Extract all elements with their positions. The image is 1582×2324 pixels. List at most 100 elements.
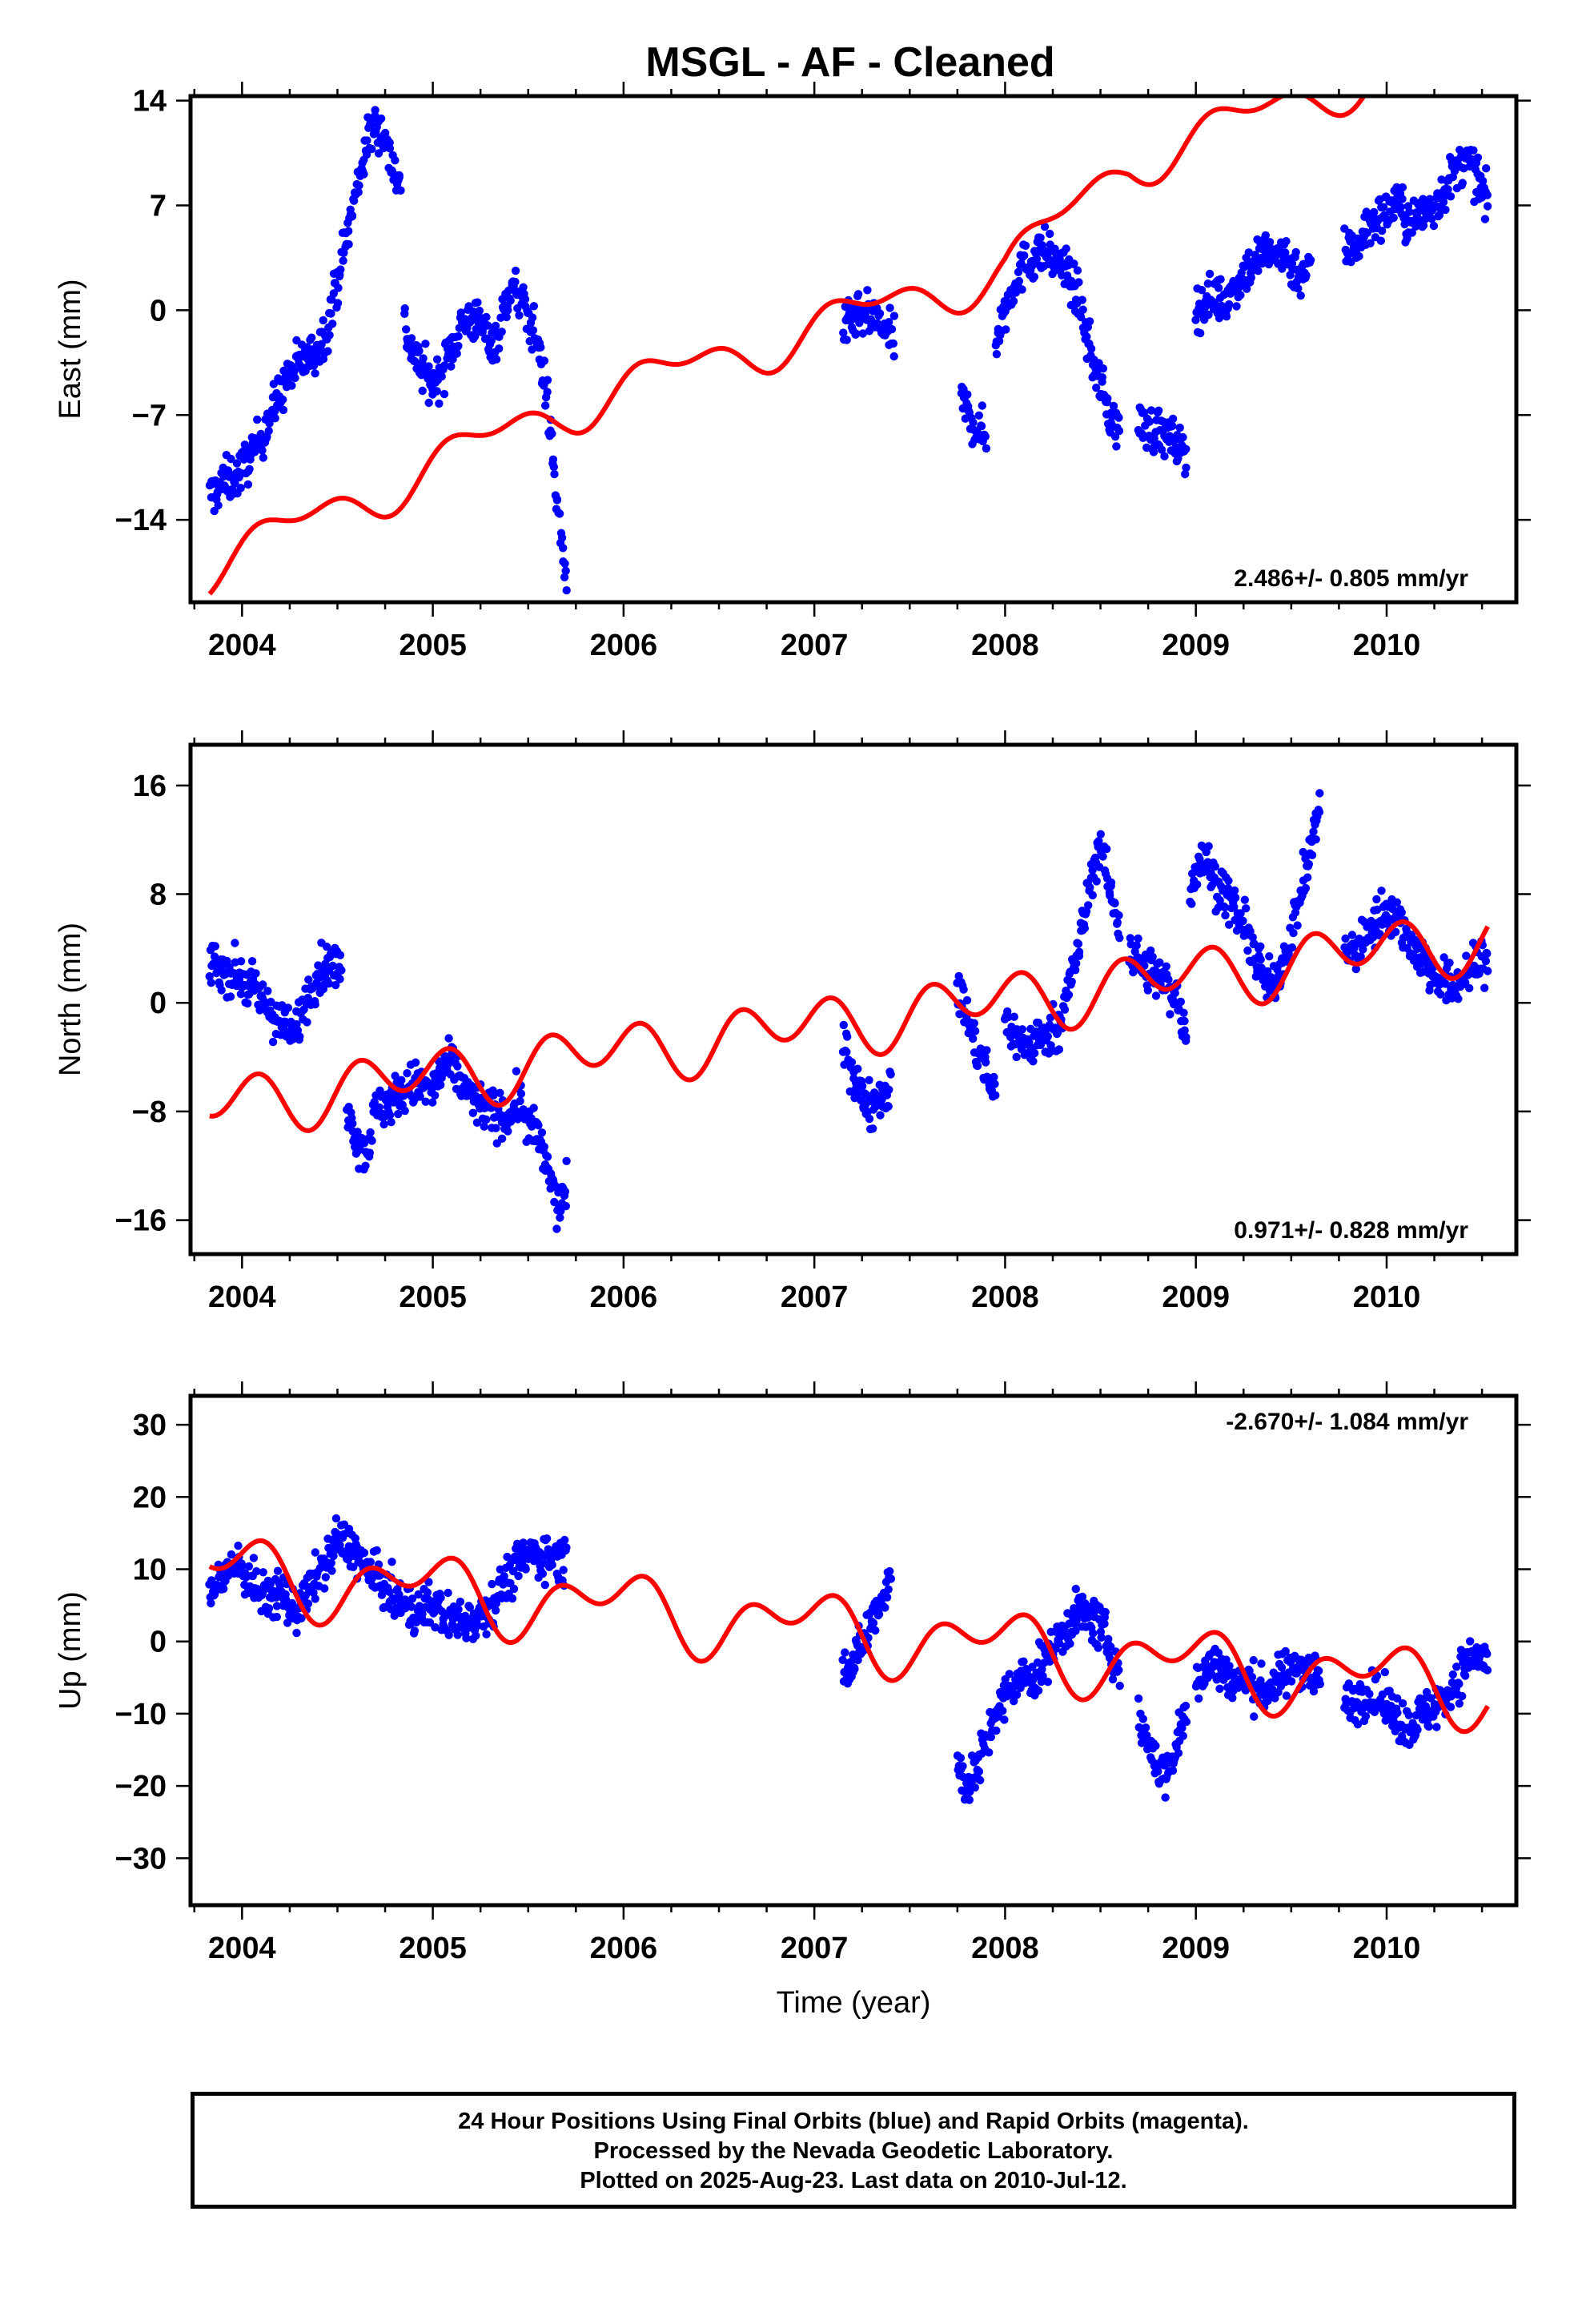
north-data-point [387, 1118, 396, 1127]
east-data-point [1014, 276, 1024, 286]
east-data-point [1032, 255, 1042, 263]
north-data-point [1012, 1052, 1021, 1062]
east-data-point [259, 453, 267, 462]
east-data-point [978, 401, 987, 410]
east-data-point [504, 306, 512, 315]
north-data-point [1143, 986, 1153, 995]
north-data-point [1010, 1012, 1018, 1021]
up-data-point [884, 1585, 893, 1594]
up-x-tick-label: 2008 [971, 1932, 1039, 1965]
north-data-point [1236, 909, 1245, 918]
north-data-point [335, 975, 344, 983]
east-data-point [497, 328, 506, 336]
east-data-point [1145, 417, 1154, 426]
east-data-point [336, 265, 345, 274]
north-data-point [1231, 893, 1240, 903]
north-data-point [1126, 934, 1135, 943]
east-data-point [258, 446, 267, 455]
north-y-axis-label: North (mm) [54, 923, 87, 1076]
east-data-point [511, 277, 520, 287]
up-data-point [366, 1558, 375, 1566]
up-data-point [560, 1535, 569, 1545]
up-data-point [1483, 1666, 1492, 1675]
east-data-point [435, 399, 444, 408]
east-data-point [419, 354, 428, 363]
east-data-point [1157, 445, 1166, 454]
east-data-point [236, 484, 245, 493]
north-data-point [403, 1069, 412, 1078]
north-data-point [1341, 934, 1350, 943]
up-data-point [292, 1628, 301, 1638]
north-data-point [231, 939, 239, 947]
north-data-point [394, 1109, 403, 1119]
up-data-point [1461, 1671, 1470, 1680]
north-data-point [843, 1032, 852, 1041]
east-data-point [885, 304, 894, 312]
up-data-point [956, 1754, 966, 1763]
north-data-point [1086, 883, 1094, 892]
north-data-point [1480, 983, 1489, 992]
north-data-point [970, 1019, 979, 1027]
east-x-tick-label: 2006 [590, 629, 658, 662]
up-data-point [850, 1664, 859, 1674]
east-data-point [290, 366, 299, 375]
east-data-point [311, 369, 319, 378]
east-data-point [969, 418, 978, 427]
up-data-point [986, 1732, 996, 1742]
up-data-point [1178, 1731, 1188, 1740]
up-data-point [423, 1588, 432, 1597]
east-data-point [549, 462, 558, 472]
north-x-tick-label: 2006 [590, 1281, 658, 1314]
north-data-point [1481, 956, 1491, 966]
up-data-point [1033, 1658, 1042, 1667]
east-data-point [492, 355, 501, 364]
east-data-point [1370, 207, 1379, 217]
up-data-point [414, 1590, 423, 1599]
east-data-point [506, 296, 515, 305]
up-y-tick-label: −30 [115, 1842, 167, 1876]
up-data-point [1141, 1723, 1150, 1732]
north-data-point [1397, 908, 1407, 917]
north-data-point [1060, 1005, 1070, 1014]
east-data-point [1082, 332, 1091, 341]
east-y-tick-label: −7 [132, 399, 167, 432]
north-data-point [375, 1103, 383, 1112]
north-data-point [1074, 939, 1083, 948]
up-data-point [385, 1587, 394, 1597]
north-data-point [516, 1096, 524, 1106]
north-data-point [1243, 946, 1252, 955]
up-data-point [1182, 1717, 1191, 1727]
east-data-point [1182, 444, 1191, 453]
up-data-point [1422, 1687, 1431, 1697]
north-data-point [1072, 959, 1081, 968]
north-data-point [411, 1058, 420, 1068]
north-data-point [1304, 859, 1314, 869]
north-data-point [1369, 933, 1378, 942]
up-data-point [1389, 1717, 1399, 1727]
north-data-point [959, 985, 968, 994]
footer-line-1: 24 Hour Positions Using Final Orbits (bl… [458, 2109, 1249, 2134]
up-data-point [869, 1618, 878, 1627]
up-data-point [1250, 1712, 1259, 1721]
up-data-point [1000, 1715, 1009, 1724]
north-data-point [1230, 886, 1239, 895]
north-x-tick-label: 2009 [1162, 1281, 1230, 1314]
east-data-point [977, 422, 986, 431]
up-data-point [1105, 1654, 1114, 1663]
up-data-point [444, 1588, 452, 1598]
east-data-point [287, 381, 296, 390]
east-data-point [1278, 264, 1287, 273]
up-data-point [1089, 1629, 1098, 1638]
north-data-point [1114, 911, 1123, 920]
north-data-point [247, 957, 257, 966]
up-data-point [436, 1593, 445, 1602]
north-data-point [1301, 883, 1311, 893]
north-data-point [504, 1127, 512, 1136]
north-data-point [496, 1088, 504, 1098]
up-data-point [841, 1648, 849, 1657]
up-data-point [390, 1611, 399, 1620]
east-data-point [437, 372, 446, 381]
north-data-point [1043, 1031, 1053, 1041]
east-data-point [400, 304, 409, 313]
up-y-tick-label: 30 [133, 1409, 167, 1442]
